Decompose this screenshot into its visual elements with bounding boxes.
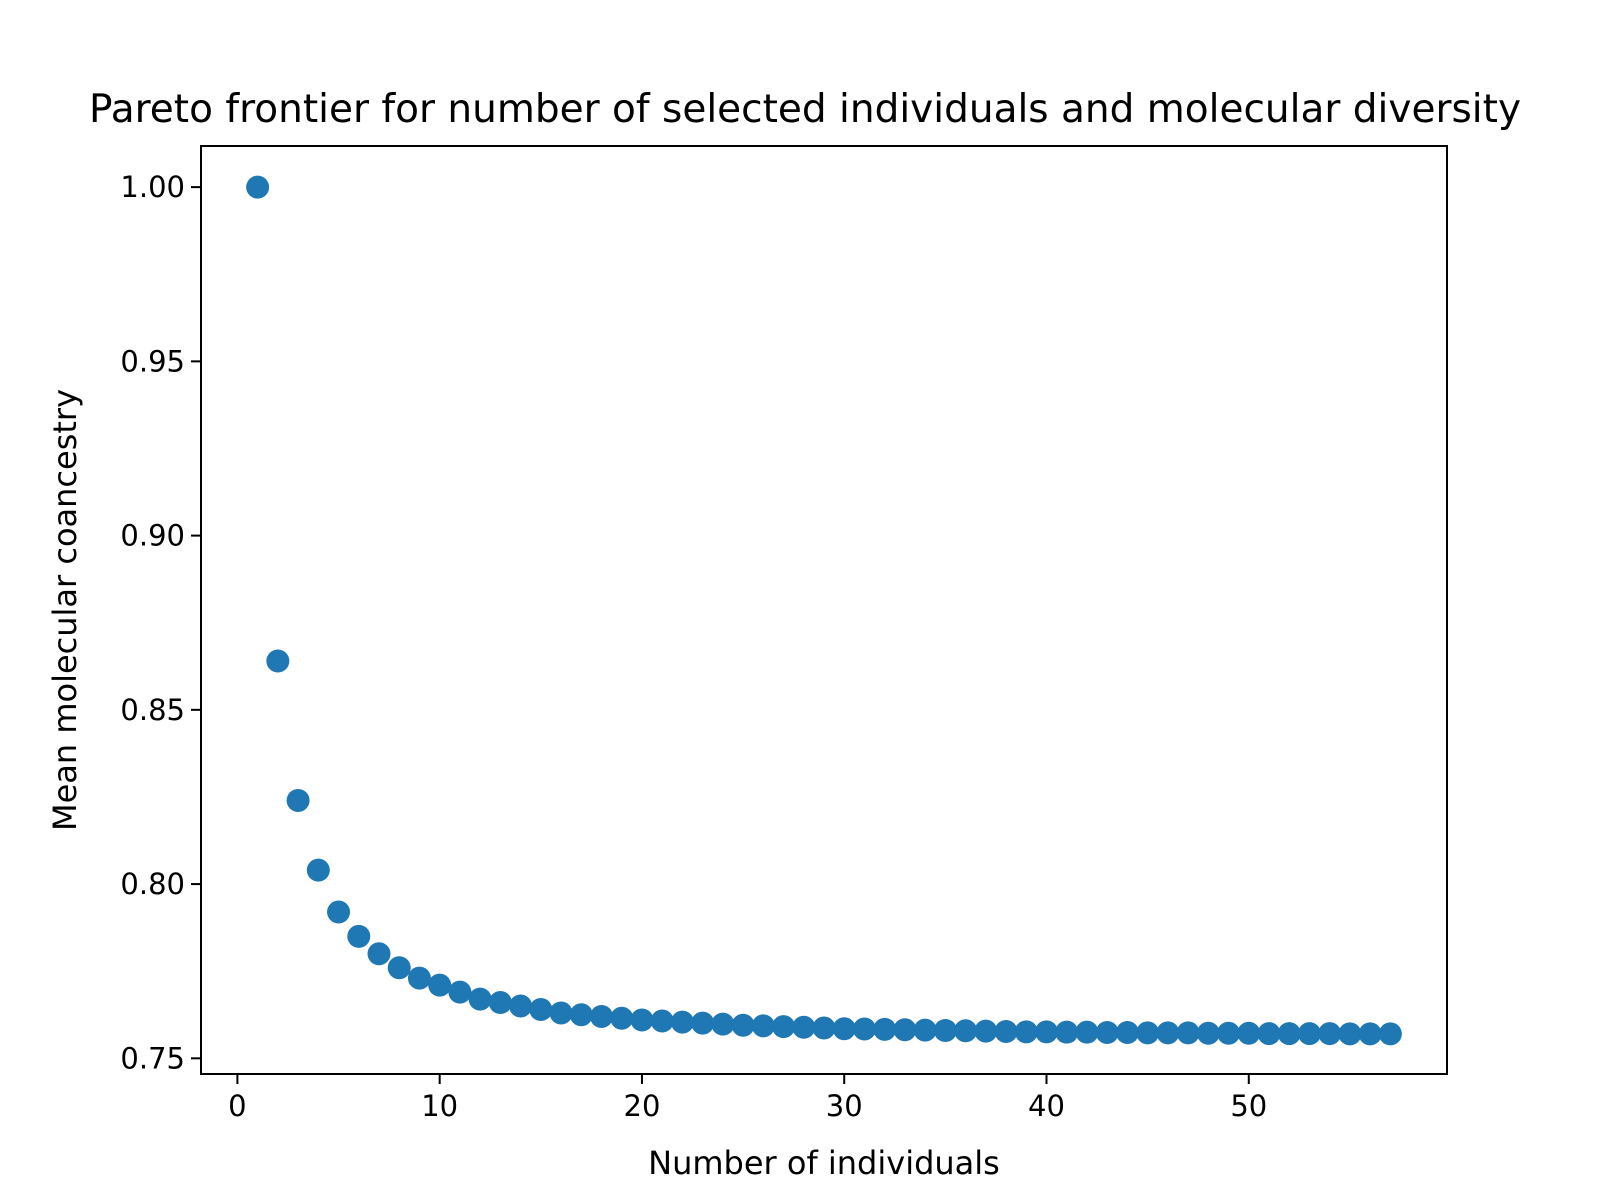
y-tick-label: 0.95: [120, 344, 185, 378]
data-point: [448, 980, 472, 1004]
data-point: [367, 942, 391, 966]
x-tick-label: 50: [1230, 1089, 1267, 1123]
data-point: [852, 1017, 876, 1041]
data-point: [792, 1015, 816, 1039]
data-point: [933, 1018, 957, 1042]
data-point: [711, 1012, 735, 1036]
data-point: [468, 987, 492, 1011]
data-point: [306, 858, 330, 882]
data-point: [1156, 1021, 1180, 1045]
y-tick-label: 0.80: [120, 867, 185, 901]
data-point: [428, 973, 452, 997]
data-point: [751, 1014, 775, 1038]
data-point: [590, 1005, 613, 1029]
y-tick-label: 0.75: [120, 1041, 185, 1075]
data-point: [387, 956, 411, 980]
data-point: [832, 1017, 856, 1041]
data-point: [529, 998, 553, 1022]
data-point: [772, 1015, 796, 1039]
data-point: [407, 966, 431, 990]
data-point: [812, 1016, 836, 1040]
data-point: [1055, 1020, 1079, 1044]
data-point: [509, 994, 533, 1018]
data-point: [650, 1009, 674, 1033]
data-point: [1115, 1021, 1139, 1045]
data-point: [569, 1003, 593, 1027]
data-point: [327, 900, 351, 924]
data-point: [994, 1019, 1018, 1043]
data-point: [610, 1006, 634, 1030]
data-point: [893, 1018, 917, 1042]
data-point: [1196, 1021, 1220, 1045]
x-tick-label: 40: [1028, 1089, 1065, 1123]
data-point: [1136, 1021, 1160, 1045]
data-point: [691, 1011, 715, 1035]
y-axis-label: Mean molecular coancestry: [46, 389, 84, 831]
data-point: [1358, 1022, 1382, 1046]
plot-area: [246, 175, 1402, 1046]
data-point: [1217, 1021, 1241, 1045]
data-point: [1075, 1020, 1099, 1044]
data-point: [1257, 1022, 1281, 1046]
data-point: [1176, 1021, 1200, 1045]
x-axis: 0 10 20 30 40 50: [228, 1074, 1267, 1123]
data-point: [731, 1013, 755, 1037]
data-point: [347, 924, 371, 948]
plot-frame: [200, 145, 1448, 1075]
x-axis-label: Number of individuals: [648, 1144, 1000, 1182]
x-tick-label: 20: [624, 1089, 661, 1123]
data-point: [913, 1018, 937, 1042]
data-point: [954, 1019, 978, 1043]
data-point: [630, 1008, 654, 1032]
data-point: [286, 788, 310, 812]
data-point: [266, 649, 290, 673]
y-axis: 0.75 0.80 0.85 0.90 0.95 1.00: [120, 170, 201, 1075]
data-point: [1338, 1022, 1362, 1046]
x-tick-label: 10: [421, 1089, 458, 1123]
chart-title: Pareto frontier for number of selected i…: [89, 87, 1521, 132]
data-point: [1277, 1022, 1301, 1046]
data-point: [873, 1017, 897, 1041]
data-point: [1014, 1020, 1038, 1044]
data-point: [549, 1001, 573, 1025]
y-tick-label: 1.00: [120, 170, 185, 204]
y-tick-label: 0.85: [120, 693, 185, 727]
data-point: [1095, 1021, 1119, 1045]
data-point: [1035, 1020, 1058, 1044]
data-point: [1237, 1021, 1261, 1045]
data-point: [974, 1019, 998, 1043]
y-tick-label: 0.90: [120, 519, 185, 553]
data-point: [1318, 1022, 1342, 1046]
data-point: [246, 175, 270, 199]
x-tick-label: 30: [826, 1089, 863, 1123]
data-point: [1297, 1022, 1321, 1046]
data-point: [1378, 1022, 1402, 1046]
x-tick-label: 0: [228, 1089, 246, 1123]
data-point: [488, 991, 512, 1015]
data-point: [670, 1010, 694, 1034]
